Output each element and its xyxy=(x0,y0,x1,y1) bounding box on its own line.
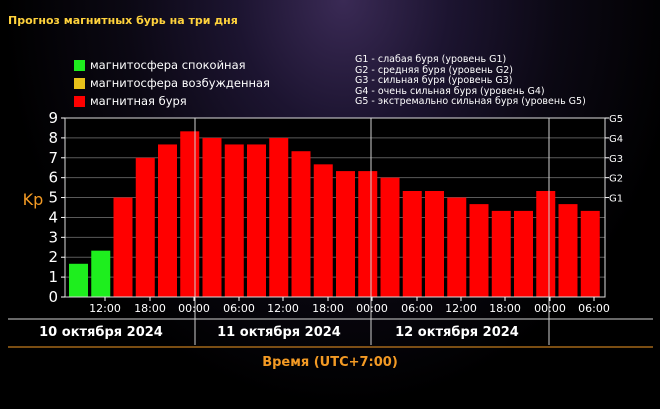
legend-item-quiet: магнитосфера спокойная xyxy=(74,56,270,74)
legend-label-storm: магнитная буря xyxy=(90,94,187,108)
kp-bar xyxy=(536,190,556,297)
legend-item-disturbed: магнитосфера возбужденная xyxy=(74,74,270,92)
y-axis-title: Kp xyxy=(23,190,44,209)
y-tick-label: 8 xyxy=(48,129,58,147)
page-title: Прогноз магнитных бурь на три дня xyxy=(8,14,238,27)
g-tick-label: G1 xyxy=(609,194,623,205)
kp-bar xyxy=(358,171,378,297)
kp-bar xyxy=(113,197,133,297)
g-scale-item: G5 - экстремально сильная буря (уровень … xyxy=(355,96,586,107)
kp-bar xyxy=(402,190,422,297)
g-scale-item: G3 - сильная буря (уровень G3) xyxy=(355,75,513,86)
day-label: 11 октября 2024 xyxy=(217,325,341,340)
kp-bar xyxy=(69,263,88,297)
y-tick-label: 3 xyxy=(48,228,58,246)
g-scale-legend: G1 - слабая буря (уровень G1) G2 - средн… xyxy=(355,54,586,108)
x-tick-label: 06:00 xyxy=(401,302,433,315)
kp-bar xyxy=(224,144,244,297)
g-scale-item: G4 - очень сильная буря (уровень G4) xyxy=(355,85,545,97)
y-tick-label: 4 xyxy=(48,208,58,226)
plot-frame xyxy=(64,117,606,298)
y-tick-label: 5 xyxy=(48,189,58,207)
y-tick-label: 1 xyxy=(48,268,58,286)
x-tick-label: 06:00 xyxy=(223,302,255,315)
g-scale-item: G1 - слабая буря (уровень G1) xyxy=(355,54,507,65)
kp-bar xyxy=(158,144,177,297)
x-tick-label: 18:00 xyxy=(134,302,166,315)
x-tick-label: 12:00 xyxy=(445,302,477,315)
x-tick-label: 00:00 xyxy=(356,302,388,315)
kp-bar xyxy=(291,151,311,297)
kp-bar xyxy=(558,204,578,297)
y-tick-label: 6 xyxy=(48,169,58,187)
kp-bar xyxy=(580,210,600,297)
y-tick-label: 2 xyxy=(48,248,58,266)
x-tick-label: 12:00 xyxy=(267,302,299,315)
kp-bar xyxy=(180,131,200,297)
kp-bar xyxy=(514,210,533,297)
g-tick-label: G3 xyxy=(609,154,623,165)
x-tick-label: 18:00 xyxy=(312,302,344,315)
day-label: 12 октября 2024 xyxy=(395,325,519,340)
kp-bar xyxy=(269,137,289,297)
g-scale-item: G2 - средняя буря (уровень G2) xyxy=(355,64,514,76)
g-tick-label: G5 xyxy=(609,114,623,125)
x-tick-label: 06:00 xyxy=(578,302,610,315)
x-tick-label: 18:00 xyxy=(489,302,521,315)
kp-bar xyxy=(336,171,355,297)
kp-bar xyxy=(313,164,333,297)
kp-bar xyxy=(380,177,400,297)
legend: магнитосфера спокойная магнитосфера возб… xyxy=(74,56,270,110)
x-tick-label: 12:00 xyxy=(89,302,121,315)
y-tick-label: 7 xyxy=(48,149,58,167)
x-axis-title: Время (UTC+7:00) xyxy=(262,355,398,370)
kp-bar xyxy=(447,197,467,297)
legend-label-quiet: магнитосфера спокойная xyxy=(90,58,246,72)
legend-swatch-quiet xyxy=(74,59,85,71)
g-tick-label: G4 xyxy=(609,134,623,145)
g-tick-label: G2 xyxy=(609,174,623,185)
kp-bar xyxy=(247,144,266,297)
kp-bar xyxy=(202,137,222,297)
kp-bar xyxy=(469,204,489,297)
kp-bar xyxy=(91,250,111,297)
kp-bar xyxy=(135,157,155,297)
x-tick-label: 00:00 xyxy=(534,302,566,315)
x-tick-label: 00:00 xyxy=(178,302,210,315)
y-tick-label: 0 xyxy=(48,288,58,306)
kp-bar xyxy=(425,190,444,297)
kp-bar xyxy=(491,210,511,297)
y-tick-label: 9 xyxy=(48,109,58,127)
day-label: 10 октября 2024 xyxy=(39,325,163,340)
legend-label-disturbed: магнитосфера возбужденная xyxy=(90,76,270,90)
legend-item-storm: магнитная буря xyxy=(74,92,270,110)
legend-swatch-storm xyxy=(74,95,85,107)
legend-swatch-disturbed xyxy=(74,77,85,89)
